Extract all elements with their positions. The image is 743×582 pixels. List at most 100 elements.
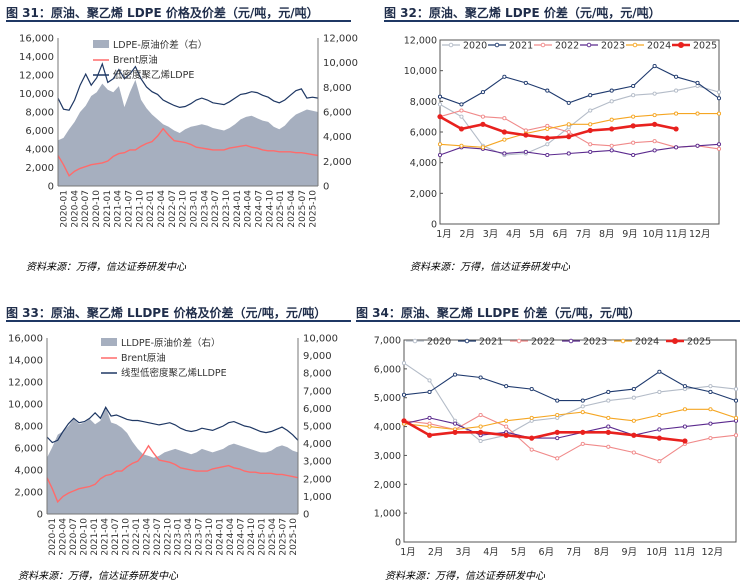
point-2023 (545, 152, 550, 158)
y-tick-label: 4,000 (374, 422, 401, 433)
point-2024 (708, 407, 713, 412)
point-2021 (652, 64, 657, 69)
legend-label-2025: 2025 (687, 337, 711, 348)
point-2023 (502, 151, 507, 156)
right-tick-label: 8,000 (303, 369, 332, 380)
plot-frame (439, 39, 720, 225)
point-2023 (606, 424, 611, 429)
right-tick-label: 9,000 (303, 351, 332, 362)
x-tick-label: 2024-10 (265, 190, 275, 228)
legend-marker-2021 (494, 42, 500, 48)
point-2024 (427, 424, 432, 429)
right-tick-label: 8,000 (323, 83, 352, 94)
series-line-2024 (439, 113, 719, 148)
x-tick-label: 2020-04 (70, 190, 80, 228)
point-2025 (652, 121, 658, 127)
point-2024 (529, 415, 534, 420)
month-label: 4月 (483, 547, 499, 558)
point-2021 (566, 100, 571, 105)
point-2022 (504, 424, 509, 429)
x-tick-label: 2021-04 (101, 518, 111, 556)
x-tick-label: 2025-07 (278, 518, 288, 556)
point-2024 (504, 418, 509, 423)
left-tick-label: 0 (48, 182, 54, 193)
point-2022 (631, 140, 636, 145)
fig33-title: 图 33：原油、聚乙烯 LLDPE 价格及价差（元/吨，元/吨） (6, 306, 327, 320)
point-2024 (695, 111, 700, 116)
point-2021 (478, 375, 483, 380)
right-tick-label: 2,000 (303, 474, 332, 485)
point-2024 (502, 137, 507, 142)
right-tick-label: 2,000 (323, 157, 352, 168)
x-tick-label: 2020-07 (69, 518, 79, 556)
point-2021 (606, 389, 611, 394)
point-2023 (523, 149, 528, 154)
x-tick-label: 2020-04 (59, 518, 69, 556)
right-tick-label: 4,000 (323, 132, 352, 143)
legend-marker-2024 (620, 338, 626, 344)
month-label: 5月 (529, 229, 545, 240)
point-2025 (503, 432, 509, 438)
x-tick-label: 2025-04 (268, 518, 278, 556)
point-2024 (682, 407, 687, 412)
point-2024 (588, 122, 593, 127)
x-tick-label: 2023-01 (174, 518, 184, 556)
left-tick-label: 16,000 (19, 34, 54, 45)
left-tick-label: 14,000 (19, 52, 54, 63)
left-tick-label: 2,000 (25, 163, 54, 174)
point-2024 (657, 412, 662, 418)
x-tick-label: 2020-10 (80, 518, 90, 556)
x-tick-label: 2022-04 (157, 190, 167, 228)
point-2022 (606, 444, 611, 449)
point-2022 (529, 447, 534, 452)
legend-area-swatch (93, 40, 109, 48)
point-2022 (652, 139, 657, 144)
point-2025 (605, 429, 611, 435)
x-tick-label: 2021-04 (114, 190, 124, 228)
left-tick-label: 8,000 (14, 422, 43, 433)
point-2021 (716, 96, 722, 101)
point-2024 (652, 113, 657, 118)
x-tick-label: 2022-07 (168, 190, 178, 228)
point-2025 (437, 114, 443, 120)
point-2025 (480, 121, 486, 127)
point-2022 (480, 114, 485, 119)
point-2021 (674, 74, 679, 79)
point-2022 (555, 456, 560, 461)
point-2024 (606, 415, 611, 420)
left-tick-label: 8,000 (25, 108, 54, 119)
x-tick-label: 2024-07 (254, 190, 264, 228)
point-2021 (529, 387, 534, 392)
legend-label-2023: 2023 (583, 337, 607, 348)
point-2024 (480, 145, 485, 150)
x-tick-label: 2021-10 (135, 190, 145, 228)
right-tick-label: 10,000 (303, 334, 338, 345)
point-2022 (478, 412, 483, 418)
point-2020 (631, 395, 636, 400)
point-2023 (555, 436, 560, 441)
legend-label: LDPE-原油价差（右） (113, 39, 207, 51)
point-2024 (674, 111, 679, 116)
point-2025 (554, 429, 560, 435)
right-tick-label: 6,000 (323, 108, 352, 119)
x-tick-label: 2023-04 (200, 190, 210, 228)
point-2021 (504, 384, 509, 389)
point-2022 (580, 441, 585, 446)
point-2022 (657, 459, 662, 464)
point-2021 (480, 90, 485, 95)
legend-label-2024: 2024 (635, 337, 659, 348)
right-tick-label: 12,000 (323, 34, 358, 45)
point-2025 (501, 129, 507, 135)
month-label: 1月 (400, 547, 416, 558)
point-2020 (606, 398, 611, 403)
month-label: 12月 (689, 229, 711, 240)
point-2021 (453, 372, 458, 377)
x-tick-label: 2023-04 (184, 518, 194, 556)
point-2025 (426, 432, 433, 438)
fig32-chart: 0 2,000 4,000 6,000 8,000 10,000 12,000 1月 2月 3月 4… (404, 36, 722, 240)
x-tick-label: 2021-07 (111, 518, 121, 556)
point-2022 (631, 450, 636, 455)
month-label: 9月 (622, 229, 638, 240)
x-tick-label: 2025-10 (289, 518, 299, 556)
legend-marker-2025 (677, 41, 685, 49)
